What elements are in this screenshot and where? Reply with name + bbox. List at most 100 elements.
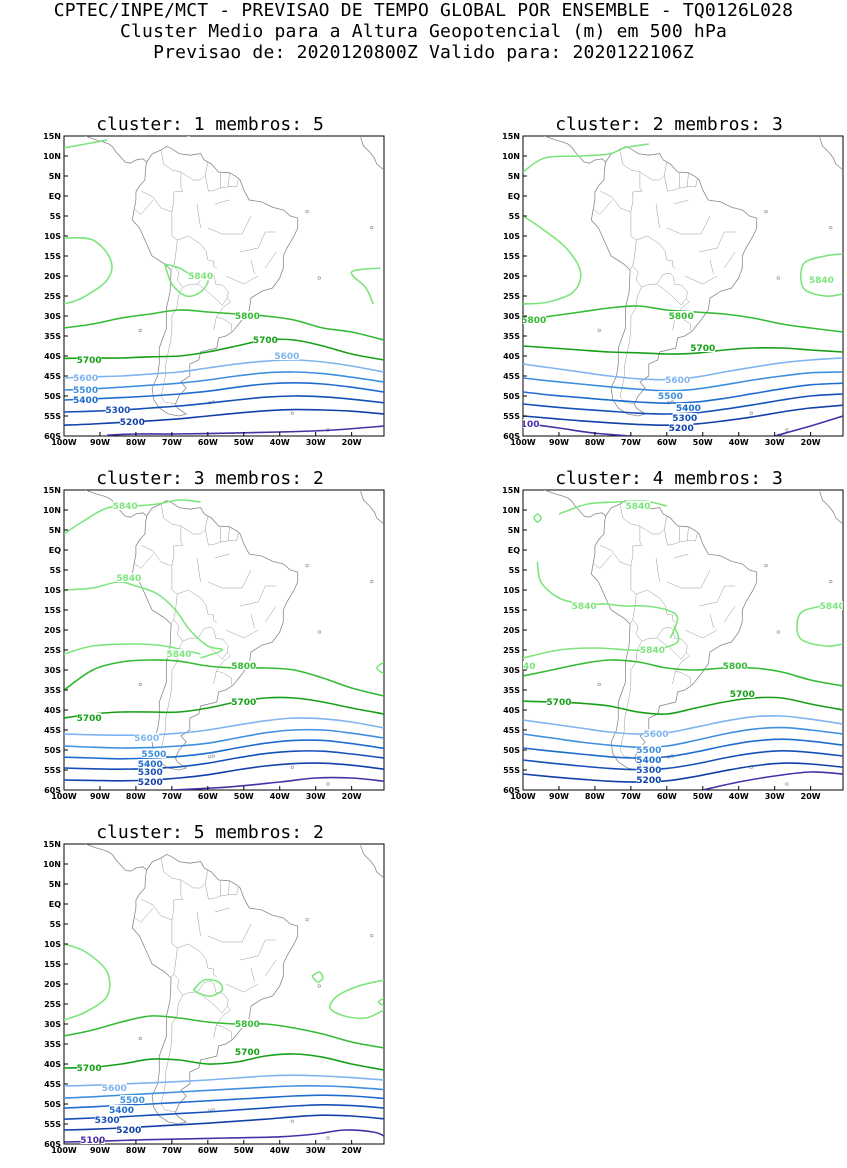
country-border: [207, 227, 223, 235]
contour-5200: [64, 762, 384, 782]
lat-label: 15N: [502, 132, 520, 141]
contour-label: 5600: [102, 1084, 127, 1094]
lat-label: 55S: [44, 766, 61, 775]
contour-5500: [64, 371, 384, 391]
lat-label: 15S: [44, 606, 61, 615]
contour-5400: [64, 739, 384, 760]
island: [785, 782, 789, 786]
country-border: [673, 199, 689, 205]
lat-label: 35S: [44, 332, 61, 341]
lat-label: 30S: [503, 666, 520, 675]
contour-label: 5500: [141, 750, 166, 760]
contour-label-bg: [672, 413, 697, 422]
country-border: [180, 161, 209, 181]
contour-5840: [533, 513, 542, 523]
contour-5840: [329, 979, 384, 1020]
contour-label-bg: [116, 1125, 141, 1134]
contour-label-bg: [274, 351, 300, 360]
contour-5100: [64, 1129, 384, 1143]
country-border: [240, 601, 259, 607]
island: [290, 1119, 294, 1123]
contour-label-bg: [676, 403, 701, 412]
africa-coastline: [360, 845, 384, 879]
country-border: [619, 149, 643, 213]
contour-label: 5300: [105, 406, 130, 416]
contour-label-bg: [76, 1063, 102, 1072]
country-border: [664, 175, 698, 192]
country-border: [205, 175, 239, 192]
lon-label: 50W: [693, 438, 713, 447]
island: [317, 630, 321, 634]
lat-label: EQ: [508, 546, 520, 555]
lat-label: 55S: [44, 412, 61, 421]
contour-label: 5200: [636, 776, 661, 786]
panel-title: cluster: 4 membros: 3: [555, 468, 783, 489]
lat-label: 10S: [503, 586, 520, 595]
country-border: [700, 215, 711, 235]
lat-label: 20S: [44, 980, 61, 989]
country-border: [243, 629, 259, 639]
country-border: [673, 553, 689, 559]
country-border: [216, 1024, 232, 1039]
country-border: [656, 637, 688, 660]
lat-label: 55S: [503, 766, 520, 775]
lat-label: 10N: [502, 506, 520, 515]
contour-label-bg: [105, 405, 131, 414]
country-border: [250, 967, 255, 983]
contour-label-bg: [109, 1105, 134, 1114]
contour-5700: [64, 696, 384, 719]
lat-label: 10S: [503, 232, 520, 241]
contour-label-bg: [722, 661, 748, 670]
island: [290, 765, 294, 769]
contour-label-bg: [669, 423, 694, 432]
country-border: [241, 923, 252, 943]
country-border: [216, 1006, 231, 1025]
header-title: CPTEC/INPE/MCT - PREVISAO DE TEMPO GLOBA…: [53, 0, 794, 21]
contour-label: 5840: [188, 272, 213, 282]
lon-label: 70W: [621, 792, 641, 801]
country-border: [241, 569, 252, 589]
south-america-coastline: [590, 499, 758, 771]
country-border: [170, 920, 178, 978]
country-border: [265, 959, 277, 977]
lon-label: 100W: [510, 792, 536, 801]
country-border: [666, 581, 682, 589]
contour-5800: [64, 659, 384, 697]
country-border: [673, 276, 688, 293]
country-border: [213, 316, 217, 331]
island: [138, 682, 142, 686]
contour-label: 5200: [669, 424, 694, 434]
lat-label: 15N: [43, 132, 61, 141]
figure-header: CPTEC/INPE/MCT - PREVISAO DE TEMPO GLOBA…: [0, 0, 847, 63]
contour-label-bg: [102, 1083, 127, 1092]
lat-label: 10N: [502, 152, 520, 161]
lat-label: 40S: [503, 352, 520, 361]
contour-5700: [523, 345, 843, 355]
contour-5840: [799, 253, 843, 298]
contour-label-bg: [94, 1115, 120, 1124]
contour-5700: [523, 696, 843, 715]
country-border: [214, 907, 230, 913]
lat-label: 5S: [509, 212, 521, 221]
lon-label: 90W: [90, 792, 110, 801]
contour-label: 5200: [138, 778, 163, 788]
contour-5840: [64, 643, 201, 655]
lon-label: 30W: [306, 792, 326, 801]
contour-label-bg: [643, 729, 669, 738]
panel-title: cluster: 3 membros: 2: [96, 468, 324, 489]
contour-label: 5800: [235, 312, 260, 322]
country-border: [177, 589, 217, 623]
central-america-coastline: [543, 136, 606, 164]
lat-label: 5S: [50, 566, 62, 575]
lon-label: 70W: [162, 1146, 182, 1155]
country-border: [134, 553, 154, 569]
country-border: [214, 630, 229, 647]
map-frame: [63, 135, 385, 437]
contour-label: 5700: [77, 1064, 102, 1074]
country-border: [228, 173, 230, 187]
country-border: [214, 199, 230, 205]
country-border: [257, 231, 266, 249]
country-border: [196, 203, 201, 229]
lon-label: 60W: [198, 792, 218, 801]
lon-label: 100W: [51, 792, 77, 801]
